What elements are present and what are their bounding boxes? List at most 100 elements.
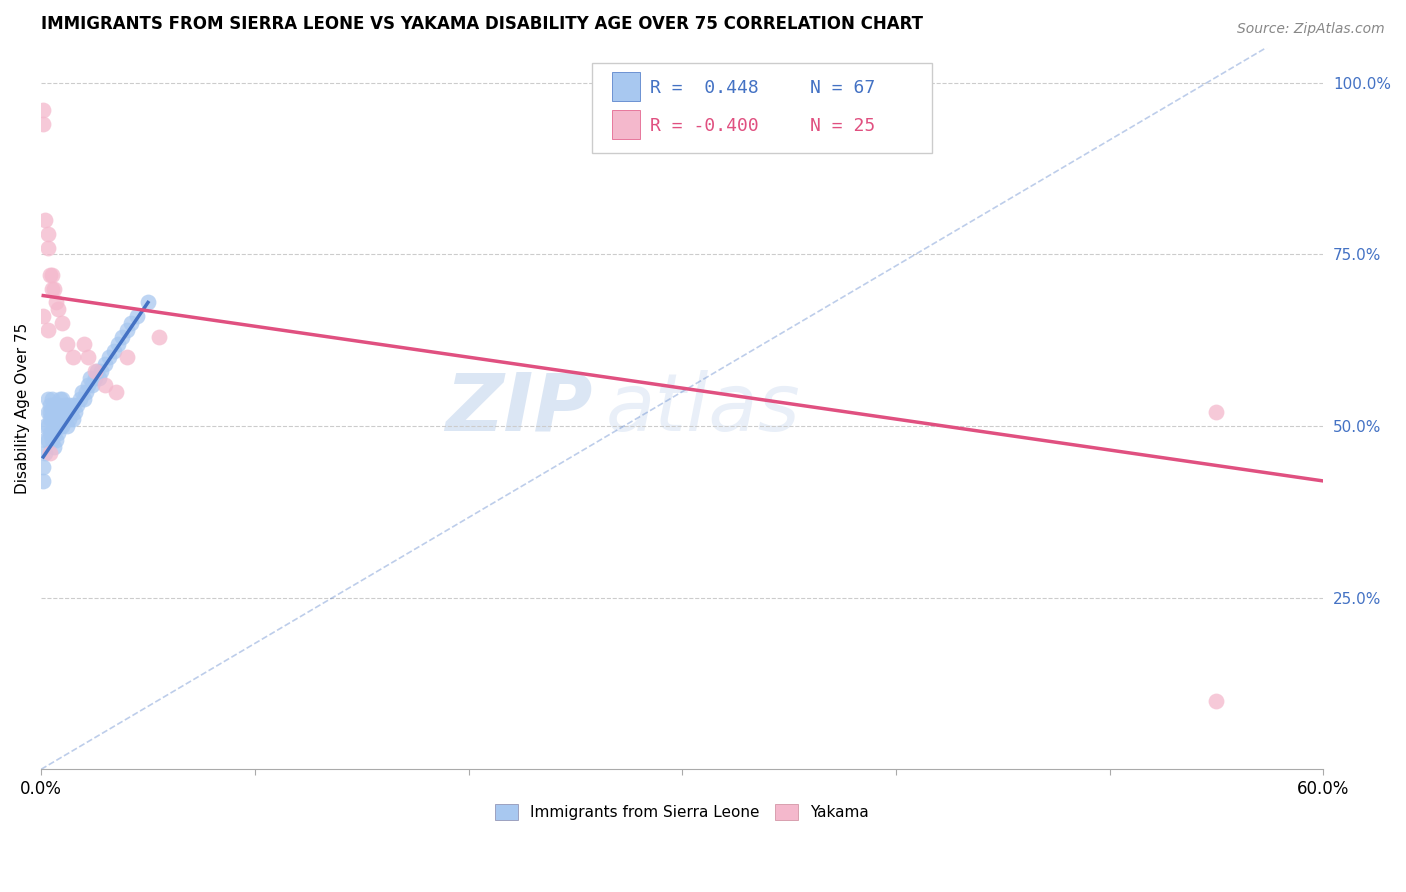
Point bbox=[75, 384, 97, 399]
Point bbox=[104, 384, 127, 399]
Point bbox=[77, 377, 100, 392]
Point bbox=[58, 412, 80, 426]
Point bbox=[83, 371, 105, 385]
Point bbox=[37, 433, 59, 447]
Point bbox=[46, 302, 69, 317]
Point bbox=[73, 392, 96, 406]
Point bbox=[38, 412, 60, 426]
Point bbox=[32, 103, 55, 118]
Point bbox=[51, 419, 73, 434]
Point bbox=[94, 377, 117, 392]
Point bbox=[53, 412, 76, 426]
Point bbox=[37, 227, 59, 241]
Point bbox=[136, 295, 159, 310]
FancyBboxPatch shape bbox=[612, 110, 640, 138]
Point bbox=[42, 425, 65, 440]
Point bbox=[41, 425, 63, 440]
Point bbox=[115, 323, 138, 337]
Point bbox=[127, 309, 149, 323]
FancyBboxPatch shape bbox=[592, 62, 932, 153]
Point bbox=[87, 371, 110, 385]
Point bbox=[37, 241, 59, 255]
Point bbox=[34, 419, 56, 434]
Point bbox=[82, 377, 104, 392]
Point bbox=[55, 336, 77, 351]
Point bbox=[62, 399, 84, 413]
Point bbox=[37, 419, 59, 434]
Point bbox=[46, 412, 69, 426]
Point bbox=[103, 343, 125, 358]
Point bbox=[107, 336, 129, 351]
Point bbox=[65, 405, 87, 419]
Text: N = 25: N = 25 bbox=[810, 117, 876, 135]
Point bbox=[41, 412, 63, 426]
Point bbox=[45, 295, 67, 310]
Point bbox=[46, 425, 69, 440]
Legend: Immigrants from Sierra Leone, Yakama: Immigrants from Sierra Leone, Yakama bbox=[489, 798, 875, 827]
Point bbox=[41, 282, 63, 296]
Point bbox=[62, 412, 84, 426]
Point bbox=[66, 399, 89, 413]
Point bbox=[148, 330, 170, 344]
Point bbox=[55, 419, 77, 434]
Point bbox=[49, 405, 72, 419]
Point bbox=[73, 336, 96, 351]
Point bbox=[45, 399, 67, 413]
Point bbox=[32, 460, 55, 475]
Y-axis label: Disability Age Over 75: Disability Age Over 75 bbox=[15, 323, 30, 494]
Text: R = -0.400: R = -0.400 bbox=[650, 117, 759, 135]
Point bbox=[70, 384, 93, 399]
Point bbox=[37, 323, 59, 337]
Point bbox=[90, 364, 112, 378]
Point bbox=[37, 405, 59, 419]
Point bbox=[41, 392, 63, 406]
Point bbox=[51, 405, 73, 419]
Point bbox=[34, 446, 56, 460]
Point bbox=[77, 351, 100, 365]
Point bbox=[51, 316, 73, 330]
Text: IMMIGRANTS FROM SIERRA LEONE VS YAKAMA DISABILITY AGE OVER 75 CORRELATION CHART: IMMIGRANTS FROM SIERRA LEONE VS YAKAMA D… bbox=[41, 15, 924, 33]
Point bbox=[51, 392, 73, 406]
Point bbox=[38, 268, 60, 282]
Point bbox=[83, 364, 105, 378]
Point bbox=[111, 330, 134, 344]
Point bbox=[69, 392, 91, 406]
Text: atlas: atlas bbox=[605, 370, 800, 448]
Text: ZIP: ZIP bbox=[446, 370, 592, 448]
Point bbox=[60, 405, 83, 419]
Point bbox=[34, 213, 56, 227]
Point bbox=[38, 399, 60, 413]
Point bbox=[46, 399, 69, 413]
Point bbox=[32, 309, 55, 323]
Point bbox=[45, 412, 67, 426]
Point bbox=[42, 282, 65, 296]
Point bbox=[41, 268, 63, 282]
Point bbox=[42, 440, 65, 454]
Point bbox=[41, 433, 63, 447]
Point bbox=[98, 351, 121, 365]
Text: Source: ZipAtlas.com: Source: ZipAtlas.com bbox=[1237, 22, 1385, 37]
Point bbox=[41, 405, 63, 419]
Point bbox=[79, 371, 101, 385]
Point bbox=[42, 412, 65, 426]
Point bbox=[55, 405, 77, 419]
Point bbox=[32, 117, 55, 131]
Point bbox=[115, 351, 138, 365]
Point bbox=[37, 392, 59, 406]
FancyBboxPatch shape bbox=[612, 72, 640, 101]
Point bbox=[1205, 405, 1227, 419]
Point bbox=[38, 446, 60, 460]
Point bbox=[53, 399, 76, 413]
Point bbox=[49, 419, 72, 434]
Point bbox=[38, 405, 60, 419]
Point bbox=[42, 399, 65, 413]
Point bbox=[120, 316, 142, 330]
Point bbox=[1205, 693, 1227, 707]
Point bbox=[58, 399, 80, 413]
Point bbox=[32, 474, 55, 488]
Point bbox=[45, 419, 67, 434]
Point bbox=[42, 419, 65, 434]
Point bbox=[34, 433, 56, 447]
Point bbox=[38, 425, 60, 440]
Point bbox=[86, 364, 108, 378]
